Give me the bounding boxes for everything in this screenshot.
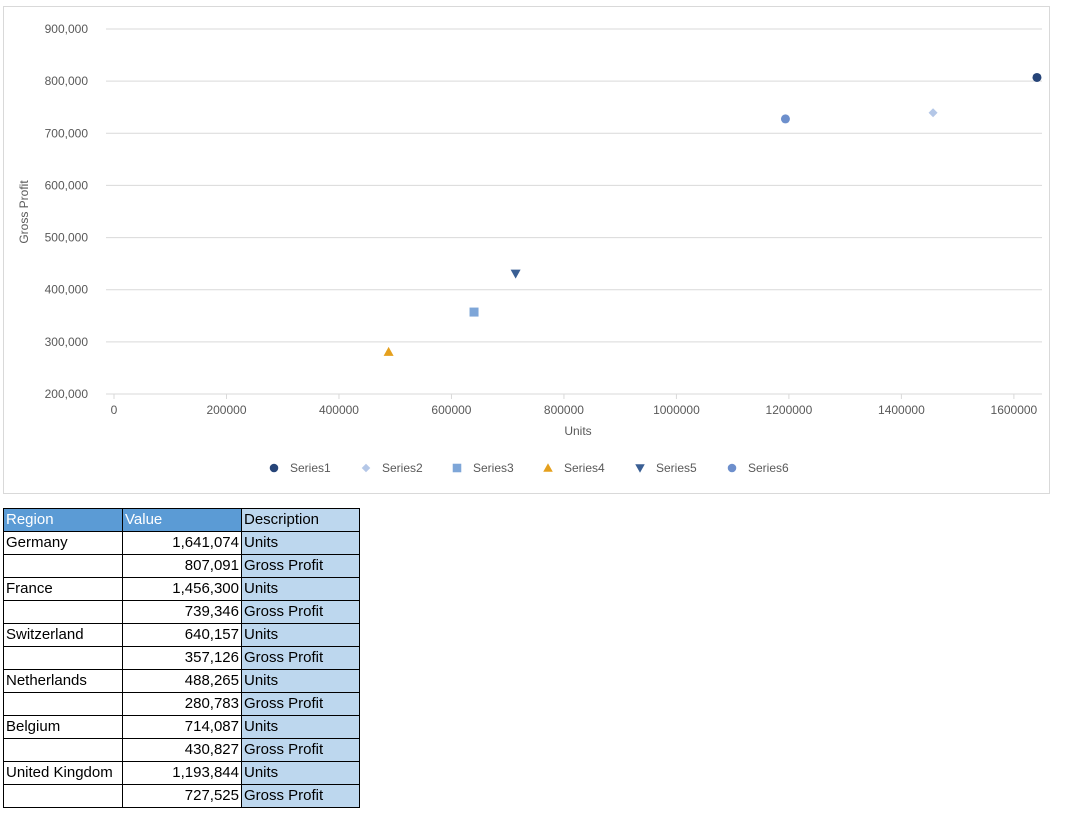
y-axis-title: Gross Profit bbox=[17, 180, 31, 244]
data-point-series2 bbox=[928, 108, 938, 118]
legend-marker-series3 bbox=[452, 463, 462, 473]
cell-region bbox=[3, 784, 123, 808]
table-row: 280,783 Gross Profit bbox=[3, 692, 360, 716]
cell-description: Units bbox=[241, 715, 360, 739]
table-row: United Kingdom 1,193,844 Units bbox=[3, 761, 360, 785]
table-row: 727,525 Gross Profit bbox=[3, 784, 360, 808]
cell-description: Gross Profit bbox=[241, 554, 360, 578]
x-tick-label: 1000000 bbox=[653, 403, 700, 417]
legend-marker-series4 bbox=[543, 463, 553, 472]
legend-marker-series2 bbox=[361, 463, 371, 473]
table-row: 430,827 Gross Profit bbox=[3, 738, 360, 762]
x-tick-label: 1200000 bbox=[766, 403, 813, 417]
data-table: Region Value Description Germany 1,641,07… bbox=[3, 508, 360, 808]
cell-description: Gross Profit bbox=[241, 738, 360, 762]
x-tick-label: 800000 bbox=[544, 403, 584, 417]
table-row: Germany 1,641,074 Units bbox=[3, 531, 360, 555]
cell-description: Units bbox=[241, 623, 360, 647]
legend-label-series5: Series5 bbox=[656, 461, 697, 475]
y-tick-label: 700,000 bbox=[45, 126, 89, 140]
cell-region bbox=[3, 738, 123, 762]
cell-value: 1,456,300 bbox=[122, 577, 242, 601]
cell-region: Belgium bbox=[3, 715, 123, 739]
cell-description: Units bbox=[241, 761, 360, 785]
legend-marker-series5 bbox=[635, 464, 645, 473]
cell-region bbox=[3, 554, 123, 578]
legend-label-series1: Series1 bbox=[290, 461, 331, 475]
y-tick-label: 500,000 bbox=[45, 231, 89, 245]
cell-region bbox=[3, 692, 123, 716]
cell-description: Units bbox=[241, 669, 360, 693]
x-axis-title: Units bbox=[564, 424, 591, 438]
cell-description: Units bbox=[241, 531, 360, 555]
table-row: France 1,456,300 Units bbox=[3, 577, 360, 601]
y-tick-label: 300,000 bbox=[45, 335, 89, 349]
cell-value: 357,126 bbox=[122, 646, 242, 670]
x-tick-label: 1400000 bbox=[878, 403, 925, 417]
x-tick-label: 1600000 bbox=[991, 403, 1038, 417]
data-point-series1 bbox=[1032, 72, 1042, 82]
cell-value: 488,265 bbox=[122, 669, 242, 693]
x-tick-label: 400000 bbox=[319, 403, 359, 417]
data-point-series5 bbox=[510, 269, 521, 279]
table-row: Switzerland 640,157 Units bbox=[3, 623, 360, 647]
legend-label-series3: Series3 bbox=[473, 461, 514, 475]
cell-description: Units bbox=[241, 577, 360, 601]
legend-label-series4: Series4 bbox=[564, 461, 605, 475]
table-row: 357,126 Gross Profit bbox=[3, 646, 360, 670]
cell-value: 280,783 bbox=[122, 692, 242, 716]
y-tick-label: 200,000 bbox=[45, 387, 89, 401]
scatter-chart: 200,000 300,000 400,000 500,000 600,000 700,0… bbox=[17, 22, 1042, 475]
cell-region: France bbox=[3, 577, 123, 601]
data-point-series3 bbox=[469, 307, 479, 317]
x-tick-label: 600000 bbox=[431, 403, 471, 417]
chart-area: 200,000 300,000 400,000 500,000 600,000 700,0… bbox=[3, 6, 1050, 494]
x-tick-label: 0 bbox=[111, 403, 118, 417]
legend-marker-series1 bbox=[269, 463, 279, 473]
data-point-series6 bbox=[780, 114, 790, 124]
cell-description: Gross Profit bbox=[241, 646, 360, 670]
header-description: Description bbox=[241, 508, 360, 532]
y-tick-label: 600,000 bbox=[45, 178, 89, 192]
cell-value: 727,525 bbox=[122, 784, 242, 808]
header-value: Value bbox=[122, 508, 242, 532]
data-point-series4 bbox=[383, 346, 394, 356]
x-tick-label: 200000 bbox=[206, 403, 246, 417]
legend-marker-series6 bbox=[727, 463, 737, 473]
table-header-row: Region Value Description bbox=[3, 508, 360, 532]
y-tick-label: 900,000 bbox=[45, 22, 89, 36]
cell-value: 1,641,074 bbox=[122, 531, 242, 555]
y-tick-label: 800,000 bbox=[45, 74, 89, 88]
cell-region: Germany bbox=[3, 531, 123, 555]
cell-description: Gross Profit bbox=[241, 784, 360, 808]
table-row: 739,346 Gross Profit bbox=[3, 600, 360, 624]
cell-region: Switzerland bbox=[3, 623, 123, 647]
legend-label-series6: Series6 bbox=[748, 461, 789, 475]
cell-region: United Kingdom bbox=[3, 761, 123, 785]
cell-value: 739,346 bbox=[122, 600, 242, 624]
cell-value: 640,157 bbox=[122, 623, 242, 647]
cell-value: 1,193,844 bbox=[122, 761, 242, 785]
cell-region bbox=[3, 600, 123, 624]
cell-value: 807,091 bbox=[122, 554, 242, 578]
table-row: Belgium 714,087 Units bbox=[3, 715, 360, 739]
cell-value: 714,087 bbox=[122, 715, 242, 739]
legend-label-series2: Series2 bbox=[382, 461, 423, 475]
header-region: Region bbox=[3, 508, 123, 532]
cell-region: Netherlands bbox=[3, 669, 123, 693]
table-row: 807,091 Gross Profit bbox=[3, 554, 360, 578]
table-row: Netherlands 488,265 Units bbox=[3, 669, 360, 693]
y-tick-label: 400,000 bbox=[45, 283, 89, 297]
cell-region bbox=[3, 646, 123, 670]
cell-value: 430,827 bbox=[122, 738, 242, 762]
cell-description: Gross Profit bbox=[241, 692, 360, 716]
cell-description: Gross Profit bbox=[241, 600, 360, 624]
